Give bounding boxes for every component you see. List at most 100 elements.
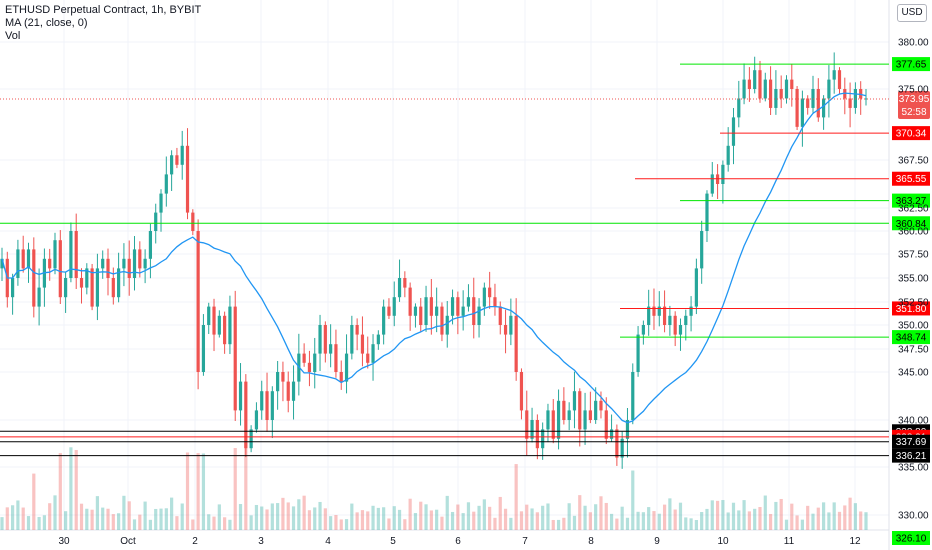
- volume-bar: [562, 517, 566, 530]
- candle-body: [567, 410, 571, 420]
- volume-bar: [731, 502, 736, 530]
- candle-body: [138, 249, 142, 269]
- candle-body: [604, 410, 608, 439]
- volume-bar: [790, 503, 794, 530]
- volume-bar: [821, 502, 826, 530]
- candle-body: [583, 410, 587, 430]
- volume-bar: [244, 442, 248, 530]
- candle-body: [578, 391, 582, 430]
- candle-body: [281, 372, 285, 382]
- volume-bar: [705, 508, 709, 530]
- candle-body: [546, 410, 550, 430]
- candle-body: [562, 400, 566, 420]
- candle-body: [514, 315, 518, 372]
- candle-body: [541, 429, 545, 449]
- candle-body: [360, 334, 365, 354]
- y-tick-label: 357.50: [898, 250, 929, 261]
- level-label-bg: [892, 57, 930, 72]
- candle-body: [466, 297, 471, 307]
- candle-body: [286, 381, 290, 401]
- volume-bar: [32, 473, 36, 530]
- volume-bar: [758, 507, 762, 530]
- candle-body: [435, 306, 439, 316]
- currency-badge[interactable]: USD: [897, 4, 927, 22]
- volume-bar: [742, 500, 746, 530]
- candle-body: [291, 381, 296, 401]
- candle-body: [170, 155, 174, 175]
- volume-bar: [339, 519, 343, 530]
- candle-body: [737, 98, 741, 118]
- volume-bar: [779, 498, 783, 530]
- volume-bar: [689, 518, 693, 530]
- candle-body: [525, 410, 529, 439]
- candle-body: [556, 400, 561, 439]
- volume-bar: [53, 495, 57, 530]
- volume-bar: [556, 519, 561, 530]
- volume-bar: [323, 508, 327, 530]
- volume-bar: [832, 502, 836, 530]
- candle-body: [122, 258, 126, 269]
- volume-bar: [551, 519, 555, 530]
- candle-body: [11, 278, 15, 298]
- candle-body: [48, 258, 52, 269]
- candle-body: [625, 420, 630, 439]
- volume-bar: [138, 514, 142, 530]
- candle-body: [668, 315, 672, 325]
- candle-body: [509, 315, 513, 335]
- candle-body: [302, 353, 306, 363]
- level-label: 348.74: [896, 333, 927, 344]
- candle-body: [493, 297, 497, 307]
- level-label-bg: [892, 330, 930, 345]
- y-tick-label: 330.00: [898, 511, 929, 522]
- x-tick-label: 10: [717, 536, 729, 547]
- candle-body: [726, 145, 730, 165]
- candle-body: [403, 278, 407, 288]
- candle-body: [132, 249, 137, 278]
- volume-bar: [843, 505, 847, 530]
- candle-body: [53, 240, 57, 269]
- candle-body: [827, 79, 831, 99]
- volume-bar: [334, 514, 338, 530]
- candle-body: [710, 174, 714, 194]
- volume-bar: [753, 508, 757, 530]
- legend: ETHUSD Perpetual Contract, 1h, BYBIT MA …: [5, 4, 201, 43]
- candle-body: [445, 315, 449, 335]
- volume-bar: [859, 511, 863, 530]
- volume-bar: [763, 495, 767, 530]
- volume-bar: [800, 519, 804, 530]
- candle-body: [79, 278, 84, 288]
- candle-body: [456, 297, 460, 316]
- volume-bar: [721, 500, 725, 530]
- level-label: 326.10: [896, 534, 927, 545]
- candle-body: [572, 391, 577, 411]
- y-tick-label: 362.50: [898, 204, 929, 215]
- candle-body: [223, 315, 227, 345]
- candle-body: [64, 278, 68, 298]
- candle-body: [615, 429, 619, 458]
- volume-bar: [503, 508, 508, 530]
- candle-body: [90, 268, 94, 307]
- volume-bar: [265, 509, 269, 530]
- candle-body: [821, 98, 826, 118]
- volume-bar: [48, 503, 52, 530]
- volume-bar: [641, 512, 645, 530]
- volume-bar: [360, 510, 365, 530]
- volume-bar: [864, 512, 868, 530]
- volume-label: Vol: [5, 30, 21, 42]
- candle-body: [503, 325, 508, 335]
- candle-body: [175, 155, 179, 165]
- candle-body: [631, 372, 635, 420]
- y-tick-label: 347.50: [898, 345, 929, 356]
- volume-bar: [403, 519, 407, 530]
- volume-bar: [223, 517, 227, 530]
- candle-body: [742, 79, 746, 99]
- volume-bar: [164, 508, 168, 530]
- volume-bar: [122, 495, 126, 530]
- indicator-label: MA (21, close, 0): [5, 17, 88, 29]
- candle-body: [270, 391, 274, 420]
- candle-body: [212, 306, 216, 335]
- volume-bar: [482, 499, 486, 530]
- volume-bar: [111, 514, 115, 530]
- candle-body: [154, 212, 158, 231]
